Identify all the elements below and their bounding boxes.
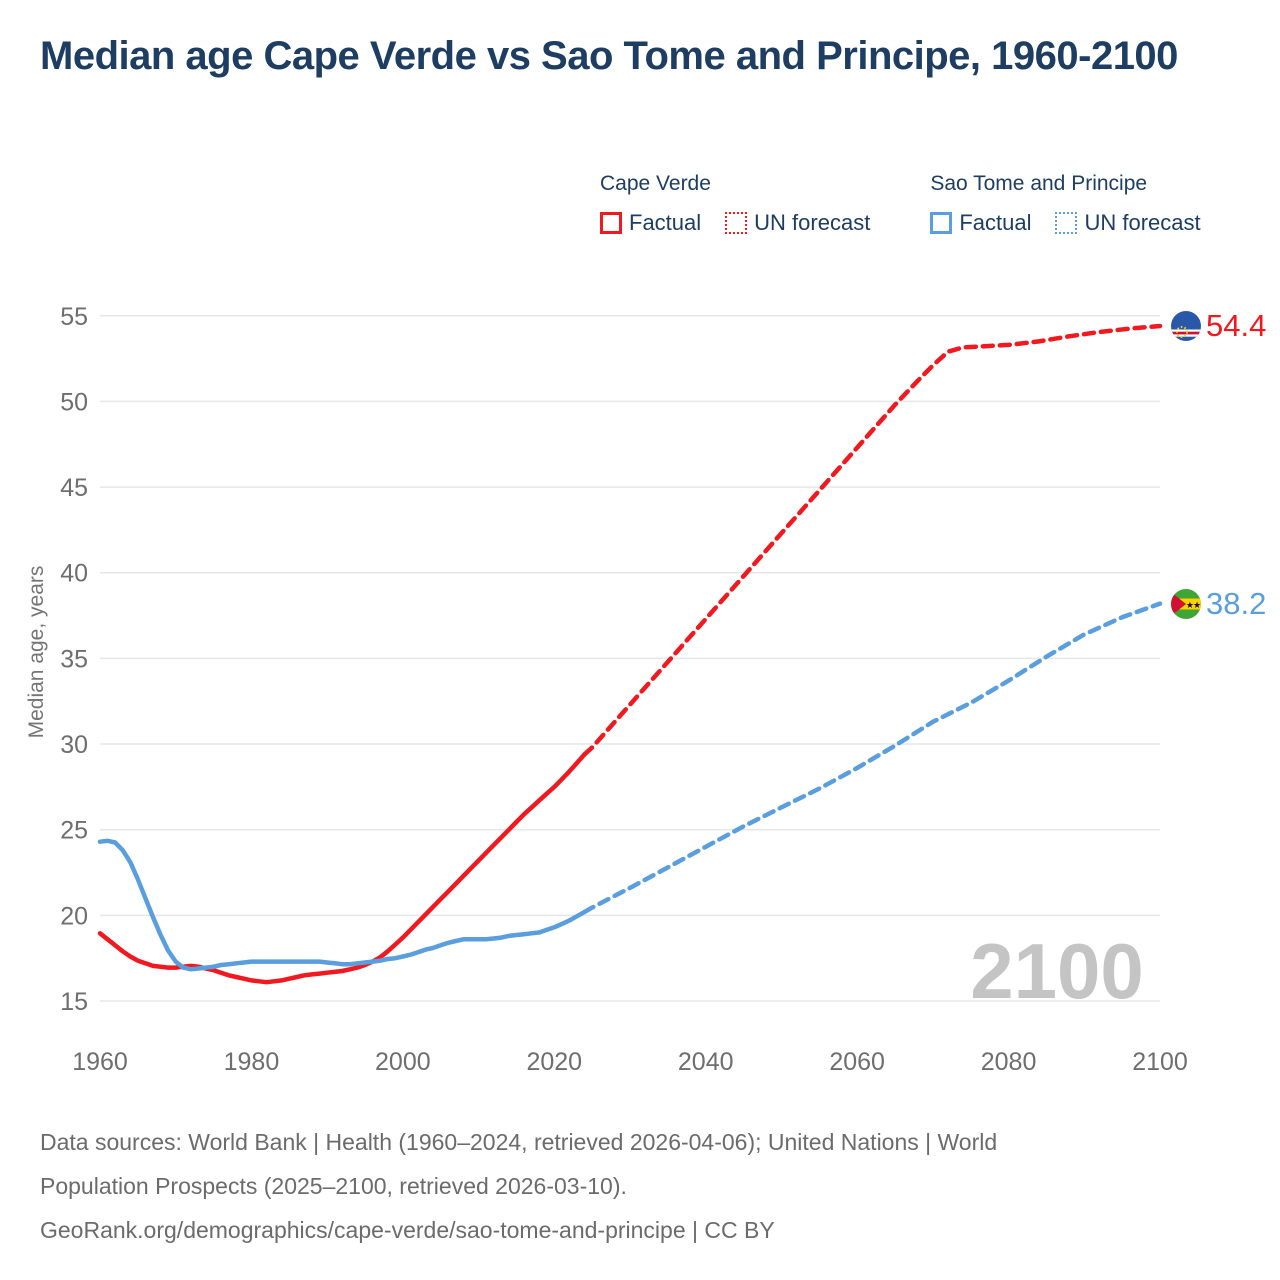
y-tick-label: 50 bbox=[60, 388, 88, 416]
series-line-2 bbox=[97, 838, 587, 972]
solid-line-swatch-icon bbox=[930, 212, 953, 234]
series-line-0 bbox=[97, 752, 587, 985]
series-line-3 bbox=[582, 601, 1163, 915]
chart-title: Median age Cape Verde vs Sao Tome and Pr… bbox=[40, 34, 1178, 78]
dashed-line-swatch-icon bbox=[1055, 212, 1078, 234]
legend-item-cape-verde-forecast: UN forecast bbox=[725, 210, 870, 236]
legend: Cape Verde Factual UN forecast Sao Tome … bbox=[600, 172, 1201, 236]
watermark: 2100 bbox=[970, 927, 1144, 1015]
dashed-line-swatch-icon bbox=[725, 212, 748, 234]
y-tick-label: 35 bbox=[60, 645, 88, 673]
x-tick-label: 2020 bbox=[526, 1048, 582, 1076]
y-tick-label: 55 bbox=[60, 303, 88, 331]
legend-header-cape-verde: Cape Verde bbox=[600, 172, 711, 195]
gridlines-layer: 15 20 25 30 35 40 45 50 55 1960 1980 2000 2020 2040 20… bbox=[60, 303, 1188, 1076]
legend-row-cape-verde: Factual UN forecast bbox=[600, 210, 870, 236]
legend-row-sao-tome: Factual UN forecast bbox=[930, 210, 1201, 236]
x-tick-label: 2080 bbox=[981, 1048, 1037, 1076]
legend-item-label: Factual bbox=[629, 210, 702, 235]
footer: Data sources: World Bank | Health (1960–… bbox=[40, 1120, 1240, 1252]
legend-item-cape-verde-factual: Factual bbox=[600, 210, 701, 236]
solid-line-swatch-icon bbox=[600, 212, 622, 234]
y-tick-label: 25 bbox=[60, 817, 88, 845]
series-layer bbox=[97, 323, 1163, 985]
y-tick-label: 20 bbox=[60, 902, 88, 930]
data-sources-line-2: Population Prospects (2025–2100, retriev… bbox=[40, 1173, 627, 1199]
legend-header-sao-tome: Sao Tome and Principe bbox=[930, 172, 1148, 195]
end-value-cape-verde: 54.4 bbox=[1206, 308, 1266, 343]
legend-item-sao-tome-factual: Factual bbox=[930, 210, 1031, 236]
legend-item-label: UN forecast bbox=[754, 210, 871, 235]
y-axis-title: Median age, years bbox=[25, 566, 48, 739]
x-tick-label: 2060 bbox=[829, 1048, 885, 1076]
y-tick-label: 45 bbox=[60, 474, 88, 502]
x-tick-label: 1980 bbox=[224, 1048, 280, 1076]
y-tick-label: 30 bbox=[60, 731, 88, 759]
end-value-sao-tome: 38.2 bbox=[1206, 586, 1266, 621]
legend-item-label: UN forecast bbox=[1084, 210, 1201, 235]
x-tick-label: 1960 bbox=[72, 1048, 128, 1076]
cape-verde-flag-icon bbox=[1171, 311, 1201, 341]
svg-text:★★: ★★ bbox=[1186, 600, 1201, 610]
x-tick-label: 2100 bbox=[1132, 1048, 1188, 1076]
sao-tome-flag-icon: ★★ bbox=[1171, 589, 1201, 619]
legend-item-sao-tome-forecast: UN forecast bbox=[1055, 210, 1201, 236]
legend-item-label: Factual bbox=[959, 210, 1032, 235]
data-sources-line-1: Data sources: World Bank | Health (1960–… bbox=[40, 1129, 998, 1155]
legend-group-cape-verde: Cape Verde Factual UN forecast bbox=[600, 172, 870, 236]
legend-group-sao-tome: Sao Tome and Principe Factual UN forecas… bbox=[930, 172, 1201, 236]
y-tick-label: 40 bbox=[60, 560, 88, 588]
series-line-1 bbox=[582, 323, 1163, 757]
source-link: GeoRank.org/demographics/cape-verde/sao-… bbox=[40, 1217, 775, 1243]
x-tick-label: 2000 bbox=[375, 1048, 431, 1076]
x-tick-label: 2040 bbox=[678, 1048, 734, 1076]
y-tick-label: 15 bbox=[60, 988, 88, 1016]
